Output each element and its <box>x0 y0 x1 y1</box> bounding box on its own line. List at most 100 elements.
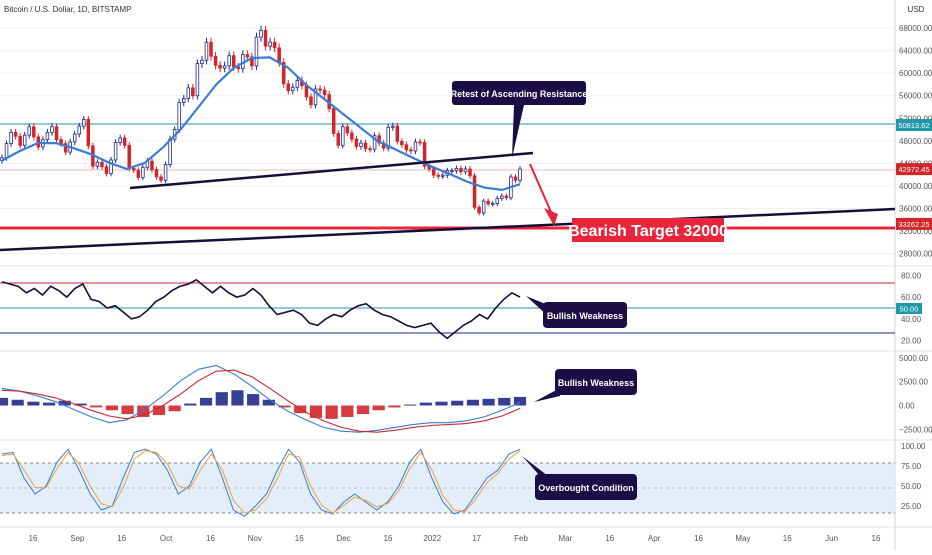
candle-body <box>436 174 440 177</box>
candle-body <box>77 125 81 135</box>
rsi-callout-pointer <box>526 296 548 316</box>
macd-callout-text: Bullish Weakness <box>558 378 634 388</box>
candle-body <box>359 142 363 147</box>
candle-body <box>50 126 54 133</box>
candle-body <box>218 64 222 69</box>
candle-body <box>191 87 195 97</box>
candle-body <box>286 83 291 92</box>
candle-body <box>450 170 454 173</box>
candle-body <box>372 135 377 150</box>
target-label-text: Bearish Target 32000 <box>568 223 728 240</box>
macd-histogram-bar <box>0 397 9 406</box>
candle-body <box>363 142 368 150</box>
macd-tick-label: −2500.00 <box>899 425 932 434</box>
candle-body <box>413 141 418 152</box>
candle-body <box>386 126 390 149</box>
macd-tick-label: 5000.00 <box>899 354 928 363</box>
candle-body <box>72 133 77 143</box>
gridlines <box>0 27 895 255</box>
price-badge-text: 42972.45 <box>898 165 929 174</box>
candle-body <box>318 88 322 91</box>
stoch-d-line <box>1 450 521 514</box>
candle-body <box>463 168 468 173</box>
rsi-tick-label: 60.00 <box>901 293 922 302</box>
macd-histogram-bar <box>121 405 134 415</box>
time-tick-label: Nov <box>248 534 262 543</box>
candle-body <box>236 66 241 70</box>
candle-body <box>113 142 118 161</box>
rsi-line <box>1 278 521 340</box>
stoch-axis: 25.00 50.00 75.00 100.00 <box>901 442 926 511</box>
time-tick-label: 16 <box>117 534 126 543</box>
time-tick-label: Apr <box>648 534 661 543</box>
stoch-callout-text: Overbought Condition <box>538 483 633 493</box>
macd-histogram-bar <box>90 405 103 408</box>
time-tick-label: 16 <box>295 534 304 543</box>
candle-body <box>200 59 204 64</box>
price-tick-label: 48000.00 <box>899 137 932 146</box>
candle-body <box>291 86 295 92</box>
candle-body <box>259 29 263 38</box>
macd-histogram-bar <box>58 400 71 406</box>
stoch-tick-label: 50.00 <box>901 482 922 491</box>
macd-histogram-bar <box>152 405 166 416</box>
candle-body <box>186 87 191 99</box>
stoch-group <box>1 448 521 518</box>
macd-callout <box>555 369 637 395</box>
rsi-50-badge <box>896 303 922 314</box>
macd-histogram-bar <box>137 405 150 417</box>
rsi-axis: 20.00 40.00 60.00 80.00 <box>901 271 922 345</box>
price-badge-text: 33262.25 <box>898 220 929 229</box>
macd-axis: −2500.00 0.00 2500.00 5000.00 <box>899 354 932 434</box>
target-label-box <box>572 218 724 242</box>
candle-body <box>336 133 340 146</box>
macd-tick-label: 2500.00 <box>899 378 928 387</box>
candle-body <box>377 135 381 144</box>
candle-body <box>154 169 159 178</box>
time-tick-label: Sep <box>70 534 85 543</box>
candle-body <box>513 176 518 181</box>
rsi-tick-label: 40.00 <box>901 315 922 324</box>
time-tick-label: 16 <box>383 534 392 543</box>
macd-histogram-bar <box>498 397 511 406</box>
candle-body <box>141 166 145 178</box>
time-tick-label: 16 <box>694 534 703 543</box>
macd-histogram-bar <box>309 405 323 418</box>
rsi-callout-text: Bullish Weakness <box>547 311 623 321</box>
price-tick-label: 68000.00 <box>899 24 932 33</box>
candle-body <box>22 134 27 146</box>
time-tick-label: 17 <box>472 534 481 543</box>
candle-body <box>118 137 122 143</box>
candle-body <box>277 47 281 63</box>
price-badge <box>896 217 932 230</box>
moving-average-line <box>1 56 521 192</box>
price-tick-label: 56000.00 <box>899 92 932 101</box>
price-badge <box>896 163 932 176</box>
rsi-tick-label: 80.00 <box>901 271 922 280</box>
candle-body <box>268 41 272 47</box>
candle-body <box>391 125 395 128</box>
macd-histogram-bar <box>372 405 385 411</box>
candle-body <box>486 200 490 205</box>
macd-histogram-bar <box>419 402 432 406</box>
candle-body <box>272 41 277 49</box>
macd-histogram-bar <box>168 405 181 412</box>
candle-body <box>100 161 104 168</box>
moving-average-group <box>1 56 521 192</box>
plot-bg <box>0 0 895 550</box>
candle-body <box>345 126 350 134</box>
candle-body <box>254 36 259 67</box>
candle-body <box>36 136 41 148</box>
price-badge-text: 50813.62 <box>898 121 929 130</box>
candle-body <box>245 54 250 58</box>
macd-line <box>1 364 521 433</box>
candle-body <box>168 138 172 165</box>
time-tick-label: 16 <box>29 534 38 543</box>
candle-body <box>177 102 181 130</box>
candle-body <box>132 168 136 171</box>
candle-body <box>182 98 186 103</box>
candle-body <box>368 148 372 151</box>
macd-histogram-bar <box>105 405 118 411</box>
price-tick-label: 28000.00 <box>899 250 932 259</box>
